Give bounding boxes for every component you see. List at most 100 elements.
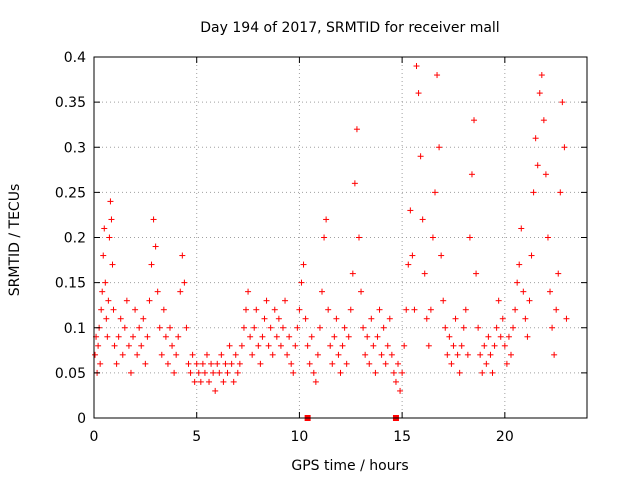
- data-point: [561, 144, 568, 151]
- data-point: [540, 117, 547, 124]
- data-point: [294, 324, 301, 331]
- data-point: [351, 180, 358, 187]
- y-tick-label: 0.1: [64, 321, 86, 337]
- data-point: [358, 288, 365, 295]
- data-point: [277, 342, 284, 349]
- data-point: [466, 234, 473, 241]
- y-tick-label: 0.15: [55, 276, 86, 292]
- data-point: [446, 333, 453, 340]
- data-point: [189, 351, 196, 358]
- data-point: [319, 288, 326, 295]
- data-point: [516, 261, 523, 268]
- data-point: [479, 369, 486, 376]
- y-tick-label: 0.05: [55, 366, 86, 382]
- data-point: [405, 261, 412, 268]
- data-point: [208, 360, 215, 367]
- data-point: [429, 234, 436, 241]
- data-point: [282, 297, 289, 304]
- data-point: [473, 270, 480, 277]
- data-point: [409, 252, 416, 259]
- data-point: [555, 270, 562, 277]
- data-point: [436, 144, 443, 151]
- data-point: [216, 369, 223, 376]
- data-point: [259, 333, 266, 340]
- data-point: [288, 360, 295, 367]
- data-point: [536, 90, 543, 97]
- data-point: [210, 369, 217, 376]
- data-point: [417, 153, 424, 160]
- data-point: [100, 252, 107, 259]
- data-point: [179, 252, 186, 259]
- data-point: [368, 315, 375, 322]
- data-point: [265, 342, 272, 349]
- data-point: [538, 72, 545, 79]
- data-point: [364, 333, 371, 340]
- data-point: [419, 216, 426, 223]
- data-point: [380, 324, 387, 331]
- y-tick-label: 0: [77, 411, 86, 427]
- x-tick-label: 0: [90, 429, 99, 445]
- data-point: [333, 315, 340, 322]
- axis-ticks: 0 0.05 0.1 0.15 0.2 0.25 0.3 0.35 0.4 0 5 10 15 20: [55, 50, 587, 445]
- data-point: [255, 342, 262, 349]
- y-axis-label: SRMTID / TECUs: [7, 184, 23, 297]
- data-point: [434, 72, 441, 79]
- data-point: [423, 315, 430, 322]
- data-point: [164, 360, 171, 367]
- data-point: [298, 279, 305, 286]
- data-point: [345, 333, 352, 340]
- data-point: [224, 369, 231, 376]
- data-point: [374, 333, 381, 340]
- data-point: [108, 216, 115, 223]
- data-point: [104, 333, 111, 340]
- data-point: [218, 351, 225, 358]
- data-point: [269, 351, 276, 358]
- data-point: [372, 369, 379, 376]
- data-point: [343, 360, 350, 367]
- data-point: [450, 342, 457, 349]
- data-point: [487, 351, 494, 358]
- data-point: [524, 333, 531, 340]
- data-point: [388, 351, 395, 358]
- data-point: [95, 342, 102, 349]
- data-point: [553, 306, 560, 313]
- data-point: [464, 351, 471, 358]
- data-point: [103, 315, 110, 322]
- data-point: [146, 297, 153, 304]
- data-point: [401, 342, 408, 349]
- data-point: [413, 63, 420, 70]
- data-point: [321, 234, 328, 241]
- data-point: [136, 324, 143, 331]
- data-point: [92, 351, 99, 358]
- data-point: [431, 189, 438, 196]
- data-point: [522, 315, 529, 322]
- data-point: [142, 360, 149, 367]
- data-point: [306, 360, 313, 367]
- data-point: [339, 342, 346, 349]
- data-point: [526, 297, 533, 304]
- data-point: [532, 135, 539, 142]
- data-point: [148, 261, 155, 268]
- data-point: [220, 378, 227, 385]
- chart-title: Day 194 of 2017, SRMTID for receiver mal…: [200, 20, 499, 36]
- data-point: [397, 387, 404, 394]
- data-point: [249, 351, 256, 358]
- data-point: [460, 324, 467, 331]
- data-point: [109, 261, 116, 268]
- data-point: [292, 342, 299, 349]
- data-point: [335, 351, 342, 358]
- data-point: [132, 306, 139, 313]
- data-point: [234, 369, 241, 376]
- data-point: [559, 99, 566, 106]
- data-point: [551, 351, 558, 358]
- data-point: [181, 279, 188, 286]
- data-point: [528, 252, 535, 259]
- data-point: [173, 351, 180, 358]
- data-point: [167, 324, 174, 331]
- data-point: [520, 288, 527, 295]
- data-point: [438, 252, 445, 259]
- data-point: [421, 270, 428, 277]
- data-point: [323, 216, 330, 223]
- data-point: [481, 342, 488, 349]
